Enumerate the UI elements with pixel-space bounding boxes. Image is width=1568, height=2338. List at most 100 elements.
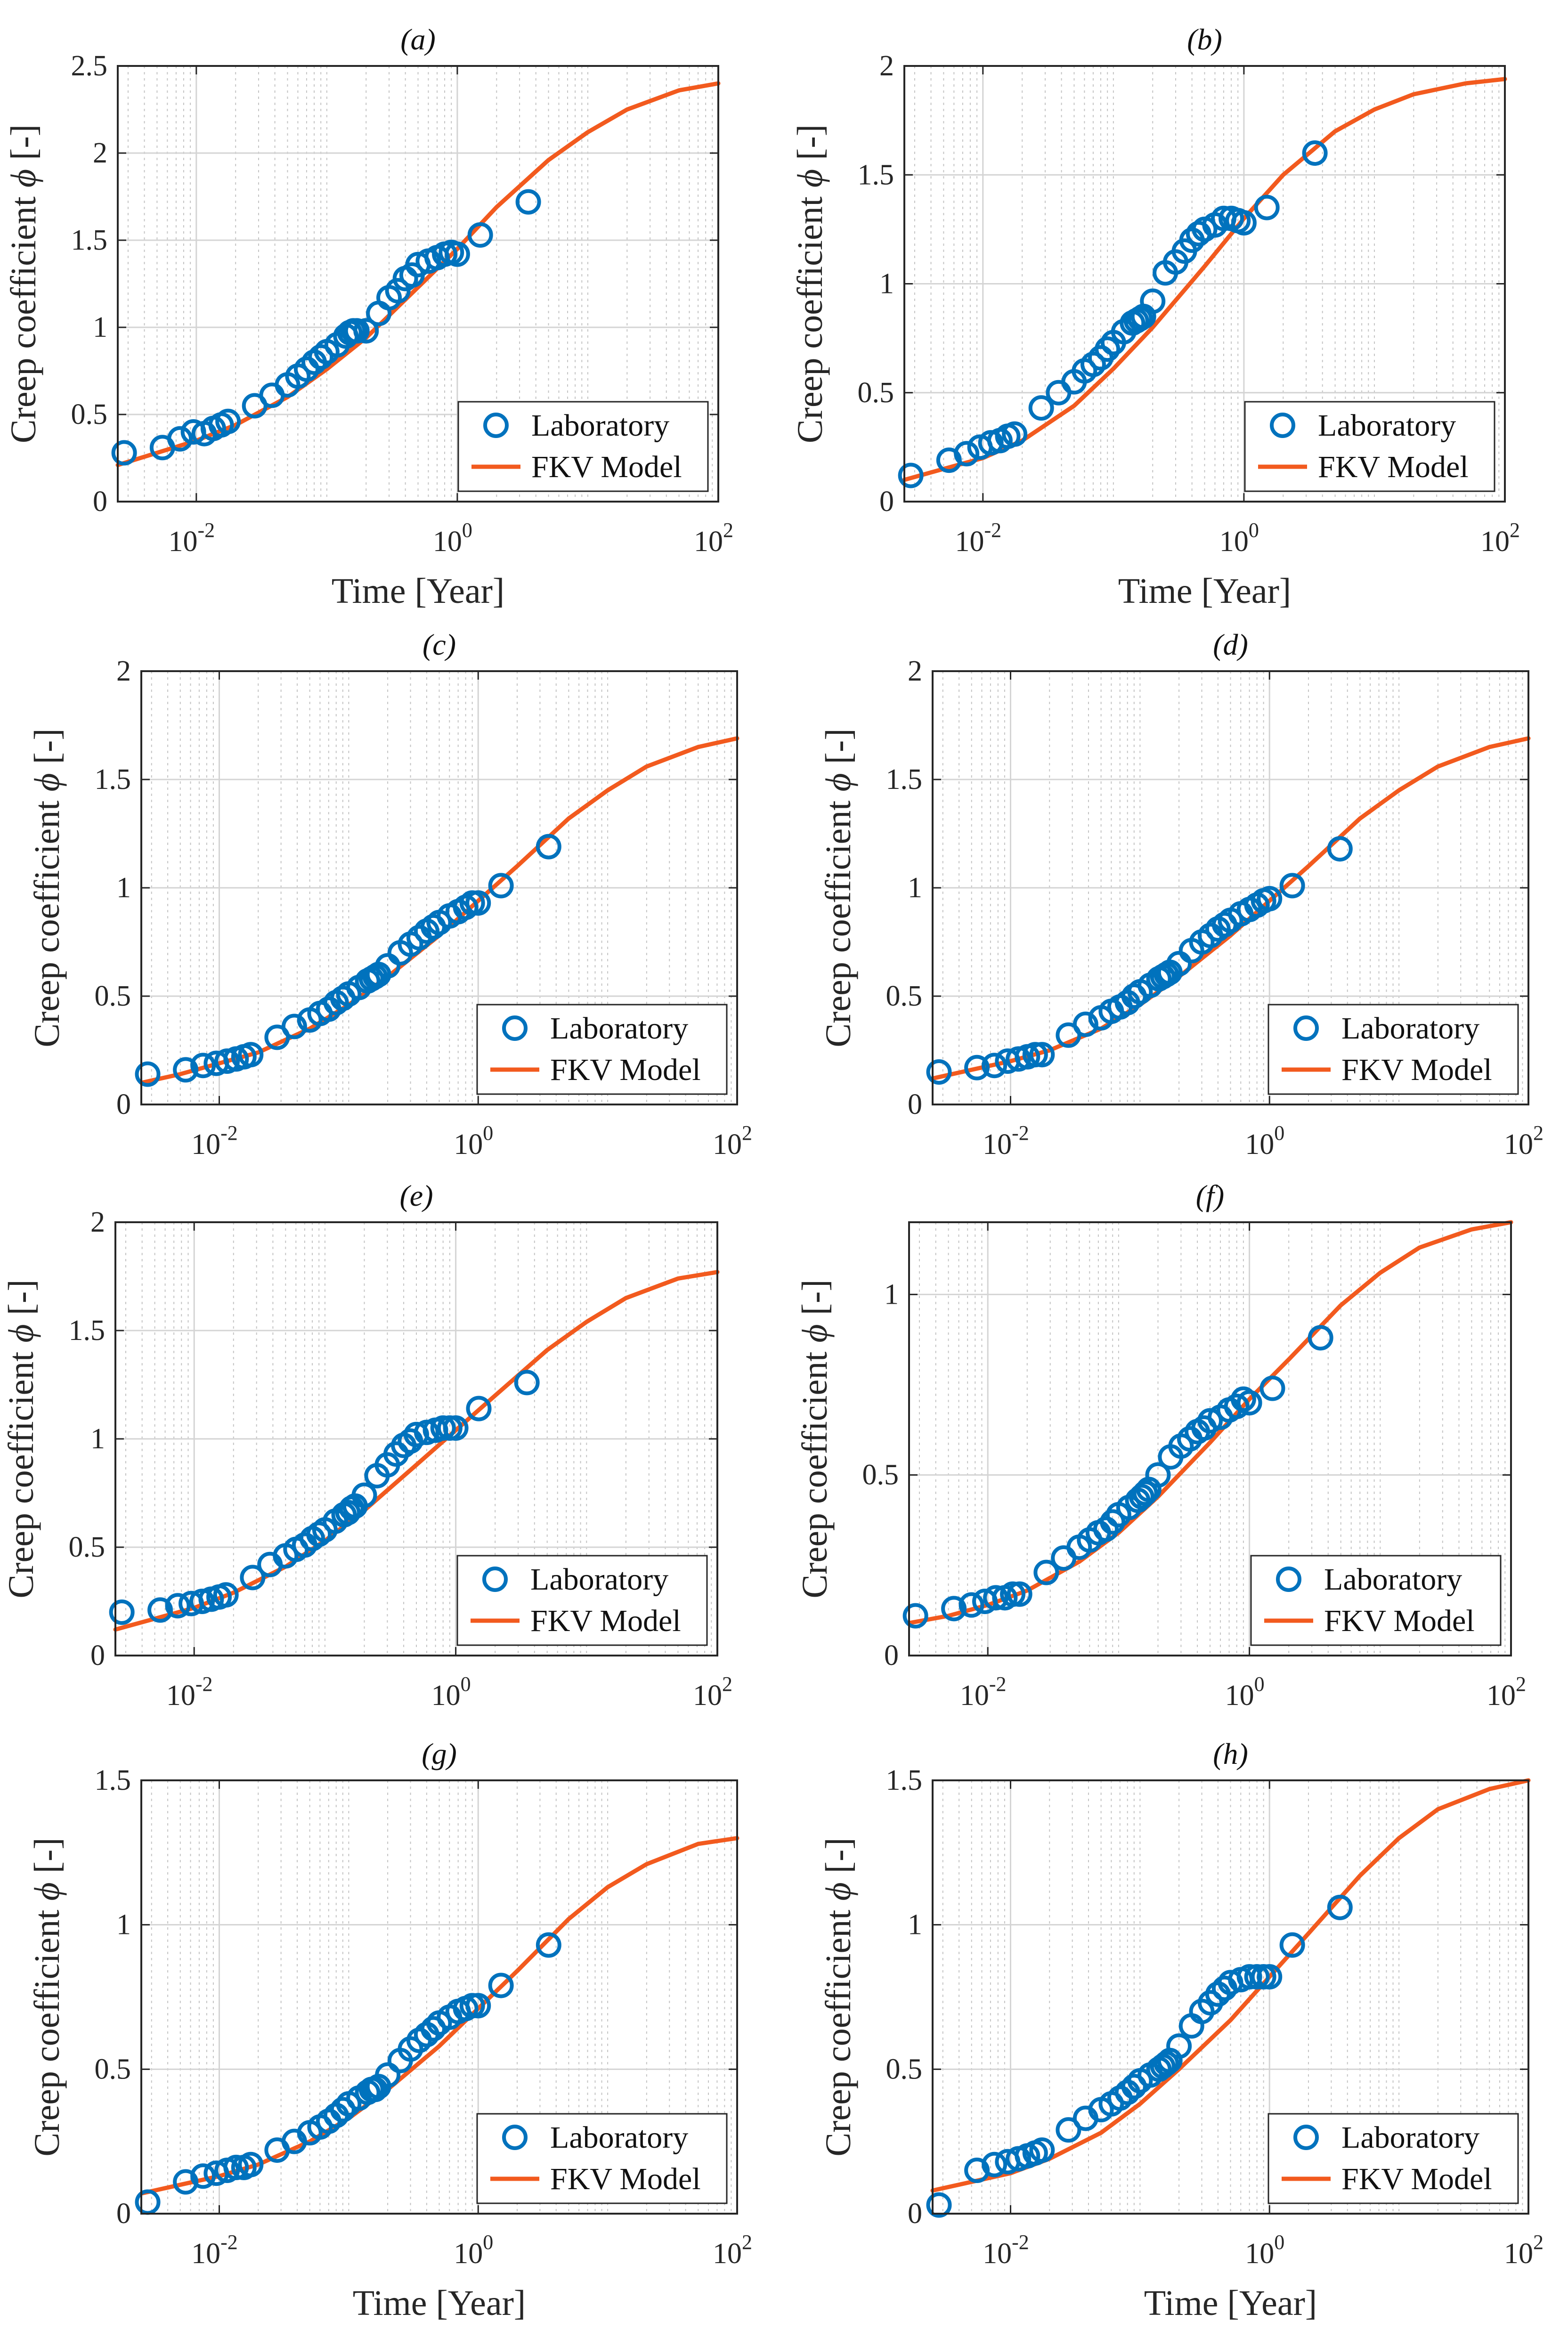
- y-axis-label-part: [-]: [819, 728, 858, 773]
- x-tick-label: 100: [431, 1672, 471, 1712]
- x-tick-base: 10: [1487, 1680, 1516, 1712]
- panel-title: (a): [400, 23, 436, 56]
- laboratory-point: [1224, 1394, 1250, 1419]
- x-tick-exponent: -2: [984, 519, 1001, 542]
- laboratory-point: [1033, 1559, 1059, 1585]
- laboratory-point: [983, 1585, 1009, 1611]
- y-axis-label-part: [-]: [1, 1279, 41, 1324]
- laboratory-point: [1007, 1581, 1032, 1607]
- laboratory-point: [240, 1565, 266, 1591]
- y-axis-label-part: Creep coefficient: [4, 187, 43, 443]
- laboratory-point: [465, 890, 491, 916]
- legend: Laboratory FKV Model: [456, 1555, 708, 1646]
- legend-laboratory-label: Laboratory: [550, 2120, 688, 2155]
- y-tick-label: 1.5: [858, 159, 894, 191]
- laboratory-point: [1150, 2054, 1176, 2079]
- legend-laboratory-label: Laboratory: [1341, 1011, 1479, 1046]
- y-tick-label: 2: [93, 137, 107, 169]
- y-tick-label: 1: [884, 1278, 899, 1310]
- y-tick-label: 1.5: [69, 1315, 106, 1347]
- y-tick-label: 1.5: [71, 224, 108, 256]
- laboratory-point: [1254, 195, 1280, 220]
- x-tick-base: 10: [1225, 1680, 1254, 1712]
- legend-laboratory-label: Laboratory: [1324, 1562, 1462, 1597]
- x-tick-exponent: 2: [742, 1121, 752, 1145]
- panel-title: (f): [1196, 1179, 1224, 1212]
- panel-title: (h): [1213, 1737, 1248, 1770]
- y-tick-label: 0.5: [862, 1459, 899, 1491]
- x-tick-label: 10-2: [983, 1121, 1029, 1161]
- x-tick-label: 102: [713, 2231, 752, 2270]
- y-tick-label: 1.5: [95, 763, 131, 796]
- y-tick-label: 1: [116, 1909, 131, 1941]
- laboratory-point: [1279, 1932, 1305, 1958]
- legend-laboratory-marker: [482, 1567, 508, 1592]
- laboratory-point: [1236, 1390, 1262, 1416]
- legend-laboratory-marker: [1293, 1015, 1319, 1041]
- y-tick-label: 0: [116, 1088, 131, 1120]
- x-tick-label: 102: [694, 519, 733, 558]
- laboratory-points: [109, 1370, 540, 1625]
- x-tick-label: 100: [433, 519, 472, 558]
- x-tick-exponent: 0: [1254, 1672, 1265, 1696]
- x-tick-label: 10-2: [168, 519, 215, 558]
- legend-laboratory-marker: [502, 1015, 528, 1041]
- y-tick-label: 1.5: [886, 1764, 923, 1796]
- x-tick-exponent: 0: [483, 1121, 493, 1145]
- laboratory-point: [467, 222, 493, 248]
- y-tick-label: 0.5: [886, 2053, 923, 2085]
- y-axis-symbol: ϕ: [27, 1882, 67, 1900]
- axes-box: [117, 65, 719, 503]
- fkv-model-line: [113, 1270, 720, 1632]
- x-tick-base: 10: [983, 2238, 1012, 2270]
- laboratory-point: [941, 1596, 967, 1622]
- grid: [909, 1222, 1512, 1656]
- x-tick-exponent: 2: [1533, 2231, 1544, 2254]
- laboratory-point: [190, 2163, 216, 2189]
- y-axis-symbol: ϕ: [27, 773, 67, 791]
- legend: Laboratory FKV Model: [1267, 2113, 1519, 2204]
- x-tick-exponent: 0: [1274, 2231, 1284, 2254]
- laboratory-point: [330, 2097, 356, 2123]
- laboratory-point: [223, 2154, 249, 2180]
- laboratory-point: [1231, 210, 1257, 235]
- laboratory-point: [536, 1932, 561, 1958]
- legend-laboratory-label: Laboratory: [530, 1562, 668, 1597]
- legend: Laboratory FKV Model: [1250, 1555, 1502, 1646]
- legend-model-label: FKV Model: [550, 2162, 701, 2196]
- laboratory-point: [190, 1053, 216, 1079]
- laboratory-points: [898, 140, 1328, 488]
- laboratory-point: [1095, 336, 1121, 362]
- legend-laboratory-marker: [483, 413, 509, 438]
- laboratory-point: [1140, 288, 1166, 314]
- laboratory-point: [982, 2151, 1007, 2177]
- legend-laboratory-label: Laboratory: [531, 408, 669, 443]
- y-axis-label-part: [-]: [27, 728, 67, 773]
- laboratory-point: [1093, 1516, 1119, 1542]
- laboratory-point: [1129, 1484, 1154, 1510]
- legend-laboratory-marker: [1270, 413, 1295, 438]
- laboratory-point: [1121, 2074, 1147, 2100]
- panel-title: (e): [399, 1179, 433, 1212]
- x-tick-label: 10-2: [166, 1672, 213, 1712]
- laboratory-point: [959, 1592, 984, 1618]
- y-tick-label: 0.5: [886, 980, 923, 1012]
- x-tick-label: 10-2: [191, 2231, 238, 2270]
- x-tick-base: 10: [693, 1680, 722, 1712]
- x-tick-exponent: 2: [1516, 1672, 1526, 1696]
- legend-laboratory-marker: [1276, 1567, 1301, 1592]
- y-tick-label: 0: [93, 486, 107, 518]
- laboratory-point: [1189, 1998, 1215, 2024]
- x-tick-exponent: 0: [483, 2231, 493, 2254]
- laboratory-point: [1259, 1375, 1285, 1401]
- y-axis-label-part: [-]: [819, 1837, 858, 1882]
- laboratory-point: [1029, 1042, 1055, 1068]
- laboratory-point: [1257, 1964, 1283, 1990]
- laboratory-points: [902, 1325, 1333, 1629]
- x-tick-exponent: -2: [195, 1672, 213, 1696]
- y-axis-label: Creep coefficient ϕ [-]: [27, 1837, 67, 2156]
